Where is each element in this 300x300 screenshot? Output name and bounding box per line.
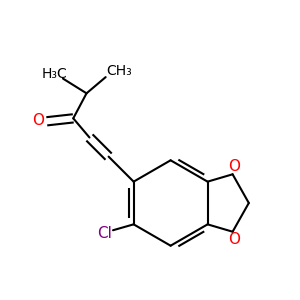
Text: O: O [32,113,44,128]
Text: O: O [228,232,240,247]
Text: H₃C: H₃C [41,67,67,81]
Text: CH₃: CH₃ [106,64,132,78]
Text: O: O [228,159,240,174]
Text: Cl: Cl [97,226,112,241]
